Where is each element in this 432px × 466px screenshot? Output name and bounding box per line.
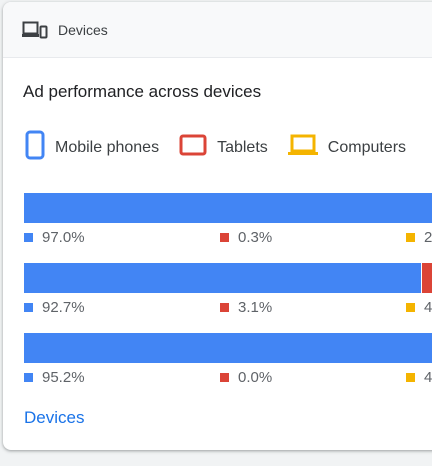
- bar-values: 95.2% 0.0% 4: [24, 369, 432, 389]
- value-tablet: 3.1%: [220, 299, 272, 316]
- device-row: 95.2% 0.0% 4: [24, 333, 432, 389]
- computer-square-icon: [406, 373, 415, 382]
- value-label-computer: 4: [424, 299, 432, 316]
- value-computer: 4: [406, 369, 432, 386]
- legend-label-tablet: Tablets: [217, 138, 268, 156]
- legend-item-tablet: Tablets: [179, 134, 268, 161]
- devices-icon: [22, 20, 48, 40]
- value-mobile: 92.7%: [24, 299, 85, 316]
- legend-label-computer: Computers: [327, 138, 407, 156]
- mobile-phone-icon: [25, 130, 45, 165]
- legend-label-mobile: Mobile phones: [55, 138, 160, 156]
- computer-square-icon: [406, 303, 415, 312]
- card-title: Ad performance across devices: [23, 82, 262, 101]
- value-label-computer: 2: [424, 229, 432, 246]
- mobile-square-icon: [24, 373, 33, 382]
- device-row: 92.7% 3.1% 4: [24, 263, 432, 319]
- value-label-mobile: 97.0%: [42, 229, 85, 246]
- computer-icon: [287, 134, 318, 161]
- value-computer: 2: [406, 229, 432, 246]
- bar-segment-tablet: [420, 263, 432, 293]
- value-mobile: 95.2%: [24, 369, 85, 386]
- stacked-bar: [24, 193, 432, 223]
- device-legend: Mobile phones Tablets Computers: [25, 130, 426, 165]
- header-title: Devices: [58, 21, 108, 38]
- device-row: 97.0% 0.3% 2: [24, 193, 432, 249]
- value-tablet: 0.3%: [220, 229, 272, 246]
- legend-item-mobile: Mobile phones: [25, 130, 159, 165]
- devices-card: Devices Ad performance across devices Mo…: [3, 2, 432, 450]
- stacked-bar: [24, 333, 432, 363]
- tablet-icon: [179, 134, 207, 161]
- computer-square-icon: [406, 233, 415, 242]
- mobile-square-icon: [24, 233, 33, 242]
- bar-values: 92.7% 3.1% 4: [24, 299, 432, 319]
- value-label-computer: 4: [424, 369, 432, 386]
- value-mobile: 97.0%: [24, 229, 85, 246]
- value-label-tablet: 0.0%: [238, 369, 273, 386]
- value-tablet: 0.0%: [220, 369, 272, 386]
- devices-link[interactable]: Devices: [24, 408, 85, 427]
- stacked-bar: [24, 263, 432, 293]
- value-computer: 4: [406, 299, 432, 316]
- value-label-mobile: 92.7%: [42, 299, 85, 316]
- value-label-tablet: 0.3%: [238, 229, 273, 246]
- tablet-square-icon: [220, 303, 229, 312]
- tablet-square-icon: [220, 233, 229, 242]
- value-label-mobile: 95.2%: [42, 369, 85, 386]
- legend-item-computer: Computers: [287, 134, 407, 161]
- card-header: Devices: [3, 2, 432, 58]
- tablet-square-icon: [220, 373, 229, 382]
- bar-segment-mobile: [24, 333, 432, 363]
- mobile-square-icon: [24, 303, 33, 312]
- bar-values: 97.0% 0.3% 2: [24, 229, 432, 249]
- bar-segment-mobile: [24, 263, 421, 293]
- bar-segment-mobile: [24, 193, 432, 223]
- value-label-tablet: 3.1%: [238, 299, 273, 316]
